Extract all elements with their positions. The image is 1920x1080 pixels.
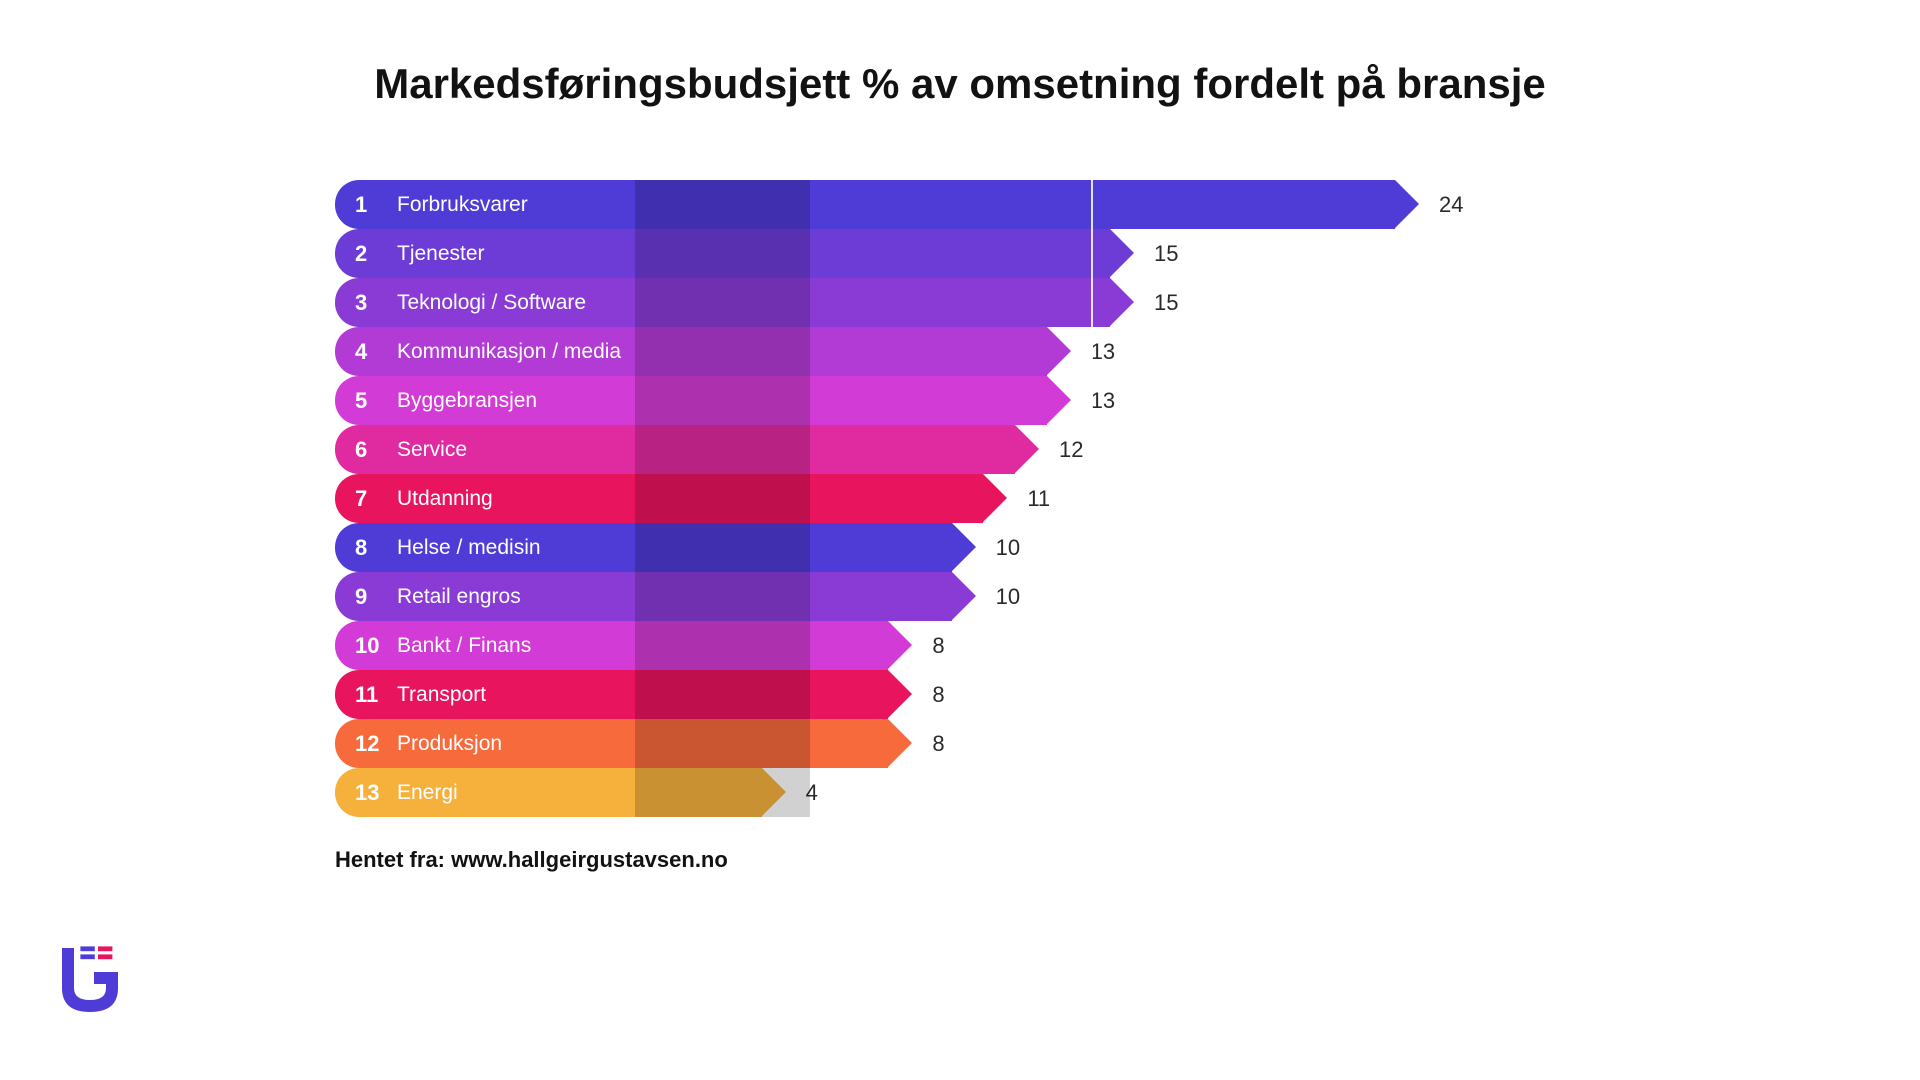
page-container: Markedsføringsbudsjett % av omsetning fo… <box>0 0 1920 1080</box>
bar-arrow <box>888 621 912 669</box>
bar-rank: 13 <box>355 768 379 817</box>
bar-arrow <box>1015 425 1039 473</box>
bar-arrow <box>1047 376 1071 424</box>
bar-rank: 9 <box>355 572 367 621</box>
bar-value: 15 <box>1154 229 1178 278</box>
bar-value: 13 <box>1091 327 1115 376</box>
bar-arrow <box>1110 278 1134 326</box>
bar-arrow <box>983 474 1007 522</box>
bar-rank: 7 <box>355 474 367 523</box>
bar-value: 11 <box>1027 474 1050 523</box>
chart-title: Markedsføringsbudsjett % av omsetning fo… <box>0 60 1920 108</box>
bar-row: 7 Utdanning 11 <box>335 474 1515 523</box>
bar-label: Kommunikasjon / media <box>397 327 621 376</box>
bar-arrow <box>888 670 912 718</box>
bar-label: Forbruksvarer <box>397 180 528 229</box>
bar-arrow <box>952 572 976 620</box>
bar-label: Energi <box>397 768 458 817</box>
bar-arrow <box>762 768 786 816</box>
bar-label: Helse / medisin <box>397 523 541 572</box>
bar-row: 6 Service 12 <box>335 425 1515 474</box>
bar-row: 3 Teknologi / Software 15 <box>335 278 1515 327</box>
brand-logo <box>50 940 130 1020</box>
bar-rank: 6 <box>355 425 367 474</box>
bar-value: 13 <box>1091 376 1115 425</box>
bar-arrow <box>888 719 912 767</box>
bar-row: 8 Helse / medisin 10 <box>335 523 1515 572</box>
bar-label: Teknologi / Software <box>397 278 586 327</box>
bar-arrow <box>952 523 976 571</box>
bar-rank: 2 <box>355 229 367 278</box>
source-attribution: Hentet fra: www.hallgeirgustavsen.no <box>335 847 728 873</box>
bar-label: Retail engros <box>397 572 521 621</box>
bar-rank: 3 <box>355 278 367 327</box>
bar-value: 8 <box>932 621 944 670</box>
bar-row: 13 Energi 4 <box>335 768 1515 817</box>
bar-row: 11 Transport 8 <box>335 670 1515 719</box>
bar-row: 1 Forbruksvarer 24 <box>335 180 1515 229</box>
bar-arrow <box>1110 229 1134 277</box>
bar-value: 15 <box>1154 278 1178 327</box>
bar-value: 8 <box>932 670 944 719</box>
bar-value: 24 <box>1439 180 1463 229</box>
bar-label: Byggebransjen <box>397 376 537 425</box>
bar-row: 10 Bankt / Finans 8 <box>335 621 1515 670</box>
bar-rank: 4 <box>355 327 367 376</box>
bar-value: 12 <box>1059 425 1083 474</box>
bar-value: 4 <box>806 768 818 817</box>
bar-row: 12 Produksjon 8 <box>335 719 1515 768</box>
bar-row: 4 Kommunikasjon / media 13 <box>335 327 1515 376</box>
bar-rank: 8 <box>355 523 367 572</box>
bar-label: Produksjon <box>397 719 502 768</box>
bar-rank: 12 <box>355 719 379 768</box>
bar-label: Transport <box>397 670 486 719</box>
bar-row: 9 Retail engros 10 <box>335 572 1515 621</box>
bar-rank: 11 <box>355 670 378 719</box>
bar-value: 10 <box>996 572 1020 621</box>
bar-label: Tjenester <box>397 229 485 278</box>
bar-rank: 5 <box>355 376 367 425</box>
bar-value: 10 <box>996 523 1020 572</box>
bar-value: 8 <box>932 719 944 768</box>
bar-label: Service <box>397 425 467 474</box>
bar-label: Utdanning <box>397 474 493 523</box>
bar-label: Bankt / Finans <box>397 621 531 670</box>
bar-arrow <box>1047 327 1071 375</box>
bar-row: 2 Tjenester 15 <box>335 229 1515 278</box>
bar-arrow <box>1395 180 1419 228</box>
bar-chart: 1 Forbruksvarer 24 2 Tjenester 15 3 Teknologi /… <box>335 180 1515 817</box>
bar-row: 5 Byggebransjen 13 <box>335 376 1515 425</box>
bar-rank: 10 <box>355 621 379 670</box>
bar-rank: 1 <box>355 180 367 229</box>
